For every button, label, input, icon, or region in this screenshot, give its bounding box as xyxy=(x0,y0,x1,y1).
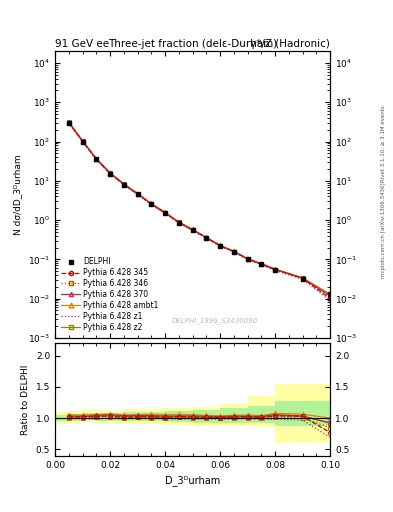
Text: mcplots.cern.ch [arXiv:1306.3436]: mcplots.cern.ch [arXiv:1306.3436] xyxy=(381,183,386,278)
Text: DELPHI_1996_S3430090: DELPHI_1996_S3430090 xyxy=(171,317,258,324)
Y-axis label: N dσ/dD_3ᴰurham: N dσ/dD_3ᴰurham xyxy=(13,154,22,235)
Text: Rivet 3.1.10, ≥ 3.1M events: Rivet 3.1.10, ≥ 3.1M events xyxy=(381,105,386,182)
Legend: DELPHI, Pythia 6.428 345, Pythia 6.428 346, Pythia 6.428 370, Pythia 6.428 ambt1: DELPHI, Pythia 6.428 345, Pythia 6.428 3… xyxy=(59,255,161,334)
Text: γ*/Z (Hadronic): γ*/Z (Hadronic) xyxy=(250,38,330,49)
Y-axis label: Ratio to DELPHI: Ratio to DELPHI xyxy=(21,364,30,435)
X-axis label: D_3ᴰurham: D_3ᴰurham xyxy=(165,475,220,486)
Text: 91 GeV ee: 91 GeV ee xyxy=(55,38,109,49)
Title: Three-jet fraction (delε-Durham): Three-jet fraction (delε-Durham) xyxy=(108,39,277,49)
